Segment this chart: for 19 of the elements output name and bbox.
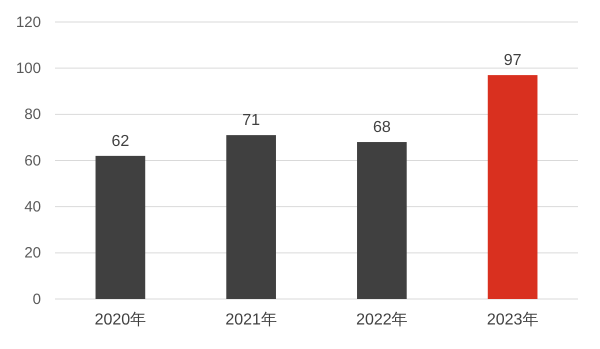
y-tick-label: 80 — [24, 106, 41, 124]
data-label: 68 — [372, 119, 391, 136]
y-tick-label: 120 — [16, 14, 41, 31]
x-tick-label: 2023年 — [486, 311, 538, 328]
data-label: 97 — [504, 52, 522, 70]
y-tick-label: 0 — [32, 290, 41, 308]
y-tick-label: 60 — [24, 152, 41, 170]
bar — [226, 135, 276, 299]
y-tick-label: 100 — [16, 60, 41, 77]
y-tick-label: 20 — [24, 244, 41, 262]
x-tick-label: 2021年 — [225, 311, 277, 328]
data-label: 62 — [111, 132, 130, 150]
x-tick-label: 2020年 — [94, 311, 146, 328]
bar — [357, 142, 407, 299]
data-label: 71 — [242, 112, 260, 130]
x-tick-label: 2022年 — [356, 311, 408, 328]
y-tick-label: 40 — [24, 198, 41, 216]
bar — [96, 156, 146, 299]
bar — [488, 75, 538, 299]
